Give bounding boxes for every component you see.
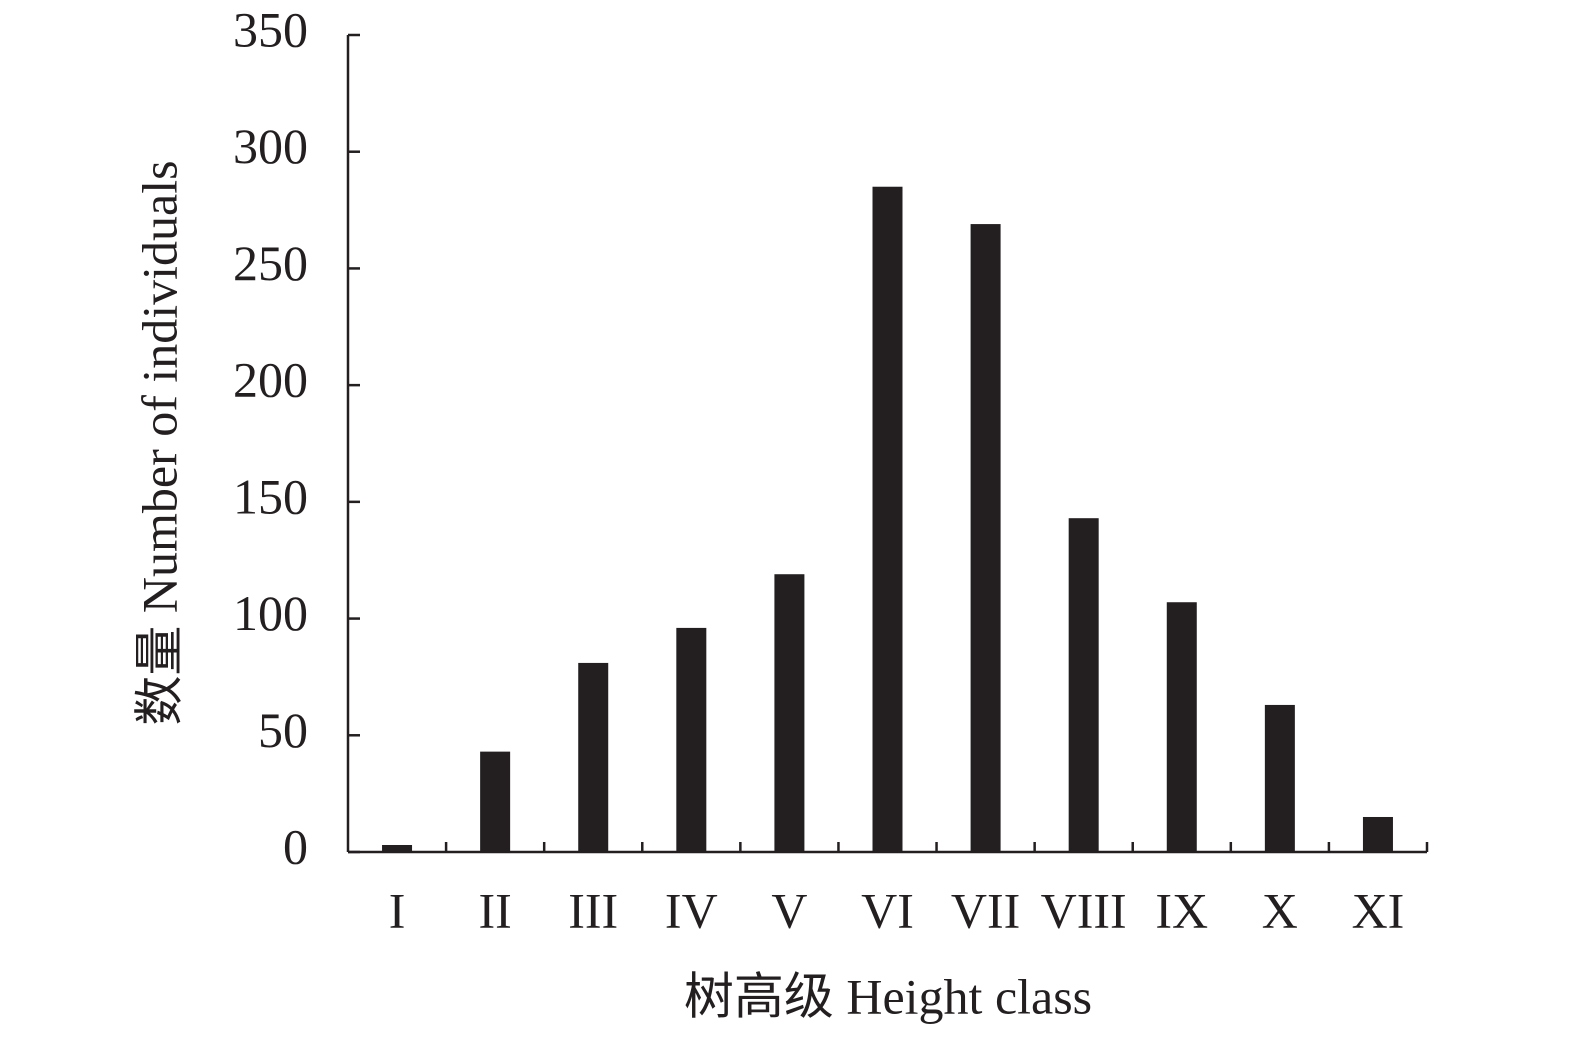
y-tick-label: 200 bbox=[233, 352, 308, 408]
x-tick-label: VI bbox=[861, 882, 914, 938]
y-axis-title: 数量 Number of individuals bbox=[131, 160, 187, 725]
x-tick-label: IV bbox=[665, 882, 718, 938]
bar bbox=[774, 574, 805, 852]
x-tick-label: I bbox=[389, 882, 406, 938]
x-tick-label: X bbox=[1262, 882, 1298, 938]
y-tick-label: 350 bbox=[233, 1, 308, 57]
x-tick-label: XI bbox=[1352, 882, 1405, 938]
x-tick-label: V bbox=[771, 882, 807, 938]
bar bbox=[970, 224, 1001, 852]
x-tick-label: III bbox=[568, 882, 618, 938]
bar bbox=[676, 627, 707, 852]
x-tick-label: IX bbox=[1155, 882, 1208, 938]
x-axis-title: 树高级 Height class bbox=[684, 968, 1092, 1024]
y-tick-label: 250 bbox=[233, 235, 308, 291]
bar bbox=[382, 844, 413, 852]
y-tick-label: 50 bbox=[258, 702, 308, 758]
bar bbox=[480, 751, 511, 852]
y-tick-label: 300 bbox=[233, 118, 308, 174]
bar bbox=[1166, 602, 1197, 852]
y-tick-label: 0 bbox=[283, 818, 308, 874]
bar bbox=[1264, 704, 1295, 852]
bar bbox=[578, 662, 609, 852]
x-tick-label: II bbox=[478, 882, 511, 938]
x-tick-label: VIII bbox=[1041, 882, 1127, 938]
y-tick-label: 150 bbox=[233, 468, 308, 524]
x-tick-label: VII bbox=[951, 882, 1020, 938]
bar bbox=[1068, 518, 1099, 852]
bar bbox=[1362, 816, 1393, 852]
bar bbox=[872, 186, 903, 852]
y-tick-label: 100 bbox=[233, 585, 308, 641]
